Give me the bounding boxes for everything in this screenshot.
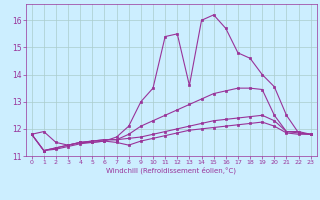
X-axis label: Windchill (Refroidissement éolien,°C): Windchill (Refroidissement éolien,°C) xyxy=(106,167,236,174)
